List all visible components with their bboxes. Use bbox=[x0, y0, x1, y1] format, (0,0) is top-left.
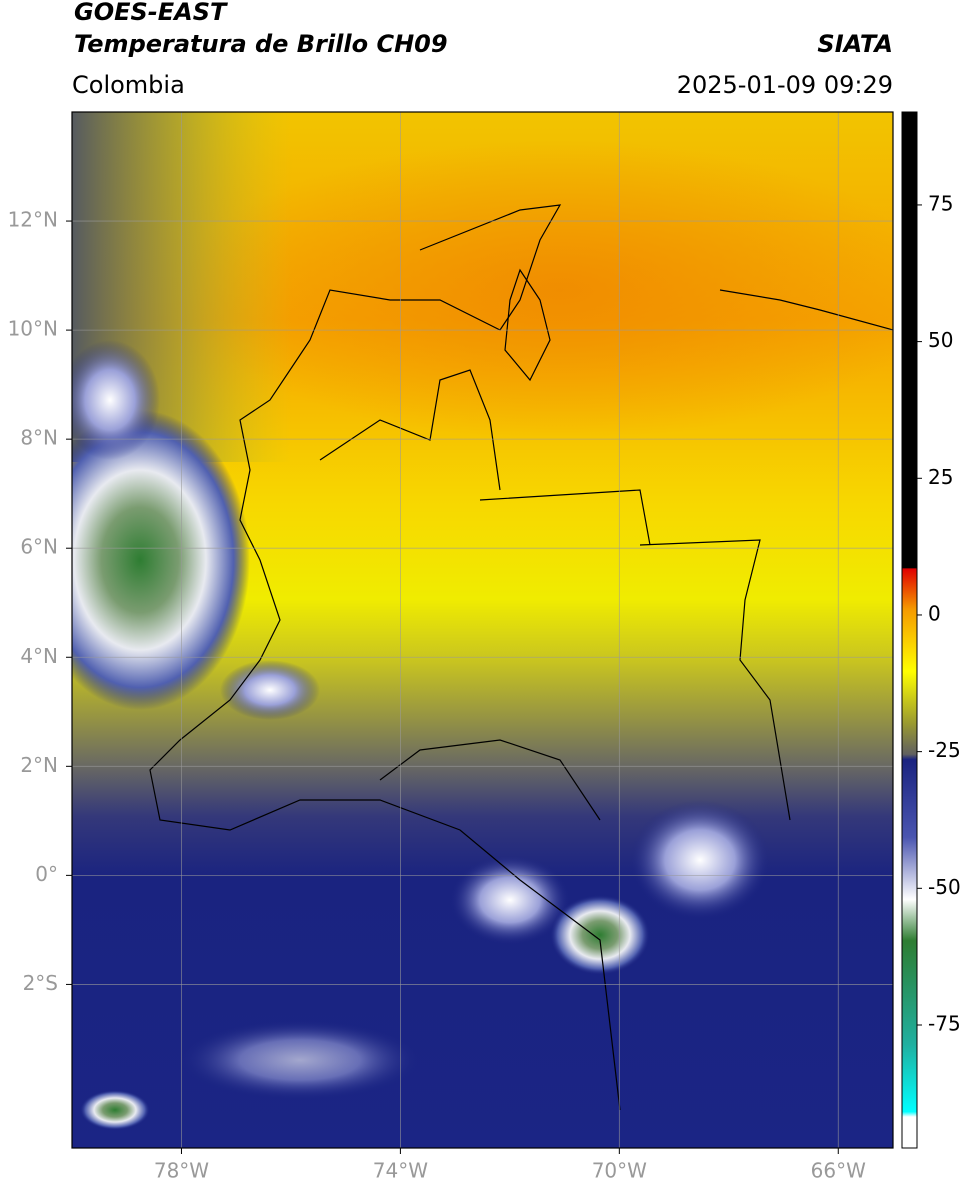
timestamp: 2025-01-09 09:29 bbox=[677, 71, 893, 99]
borders bbox=[149, 204, 791, 1111]
colorbar-tick-label: 0 bbox=[928, 601, 941, 625]
y-tick-label: 2°N bbox=[20, 753, 58, 777]
y-tick-label: 8°N bbox=[20, 426, 58, 450]
y-tick-label: 2°S bbox=[23, 971, 58, 995]
colorbar-tick-label: -50 bbox=[928, 875, 961, 899]
colorbar-tick-label: 75 bbox=[928, 191, 953, 215]
colorbar-tick-label: -75 bbox=[928, 1011, 961, 1035]
colorbar-tick-label: 50 bbox=[928, 328, 953, 352]
y-tick-label: 4°N bbox=[20, 644, 58, 668]
title: GOES-EAST bbox=[74, 0, 228, 26]
subtitle: Temperatura de Brillo CH09 bbox=[74, 30, 448, 58]
region: Colombia bbox=[72, 71, 185, 99]
x-tick-label: 74°W bbox=[373, 1159, 428, 1183]
x-tick-label: 70°W bbox=[592, 1159, 647, 1183]
y-tick-label: 10°N bbox=[8, 317, 58, 341]
y-tick-label: 0° bbox=[35, 862, 58, 886]
y-tick-label: 6°N bbox=[20, 535, 58, 559]
x-tick-label: 66°W bbox=[811, 1159, 866, 1183]
colorbar-tick-label: -25 bbox=[928, 738, 961, 762]
y-tick-label: 12°N bbox=[8, 208, 58, 232]
x-tick-label: 78°W bbox=[154, 1159, 209, 1183]
colorbar bbox=[901, 111, 918, 1149]
coastline bbox=[504, 268, 893, 382]
colorbar-tick-label: 25 bbox=[928, 465, 953, 489]
grid bbox=[72, 112, 893, 1148]
satellite-image bbox=[72, 112, 893, 1148]
map-frame bbox=[71, 111, 894, 1149]
source: SIATA bbox=[817, 30, 893, 58]
